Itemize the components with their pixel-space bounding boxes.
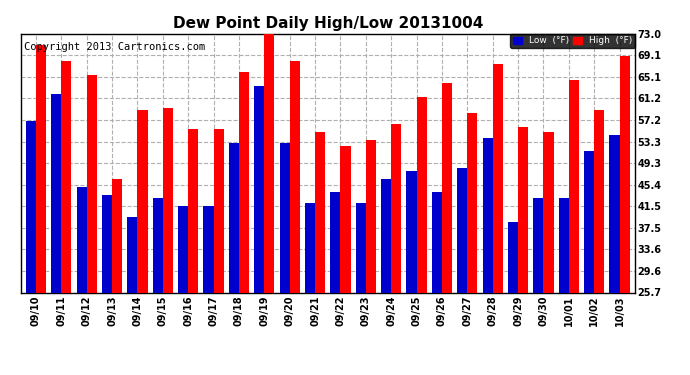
Bar: [137, 110, 148, 292]
Bar: [204, 206, 214, 292]
Bar: [366, 140, 376, 292]
Bar: [112, 179, 122, 292]
Bar: [315, 132, 325, 292]
Bar: [432, 192, 442, 292]
Bar: [102, 195, 112, 292]
Bar: [26, 121, 36, 292]
Bar: [188, 129, 198, 292]
Bar: [264, 34, 275, 292]
Bar: [417, 97, 426, 292]
Bar: [442, 83, 452, 292]
Bar: [457, 168, 467, 292]
Legend: Low  (°F), High  (°F): Low (°F), High (°F): [510, 34, 635, 48]
Title: Dew Point Daily High/Low 20131004: Dew Point Daily High/Low 20131004: [172, 16, 483, 31]
Bar: [355, 203, 366, 292]
Bar: [152, 198, 163, 292]
Bar: [559, 198, 569, 292]
Bar: [533, 198, 544, 292]
Bar: [493, 64, 503, 292]
Bar: [620, 56, 630, 292]
Bar: [239, 72, 249, 292]
Bar: [569, 80, 579, 292]
Bar: [51, 94, 61, 292]
Bar: [163, 108, 173, 292]
Bar: [482, 138, 493, 292]
Bar: [340, 146, 351, 292]
Bar: [467, 113, 477, 292]
Bar: [61, 61, 72, 292]
Bar: [77, 187, 87, 292]
Bar: [254, 86, 264, 292]
Bar: [178, 206, 188, 292]
Bar: [609, 135, 620, 292]
Bar: [406, 171, 417, 292]
Bar: [594, 110, 604, 292]
Bar: [279, 143, 290, 292]
Bar: [584, 152, 594, 292]
Bar: [381, 179, 391, 292]
Bar: [391, 124, 402, 292]
Bar: [127, 217, 137, 292]
Bar: [544, 132, 553, 292]
Bar: [87, 75, 97, 292]
Bar: [36, 45, 46, 292]
Text: Copyright 2013 Cartronics.com: Copyright 2013 Cartronics.com: [23, 42, 205, 51]
Bar: [508, 222, 518, 292]
Bar: [214, 129, 224, 292]
Bar: [305, 203, 315, 292]
Bar: [331, 192, 340, 292]
Bar: [290, 61, 300, 292]
Bar: [518, 127, 529, 292]
Bar: [229, 143, 239, 292]
